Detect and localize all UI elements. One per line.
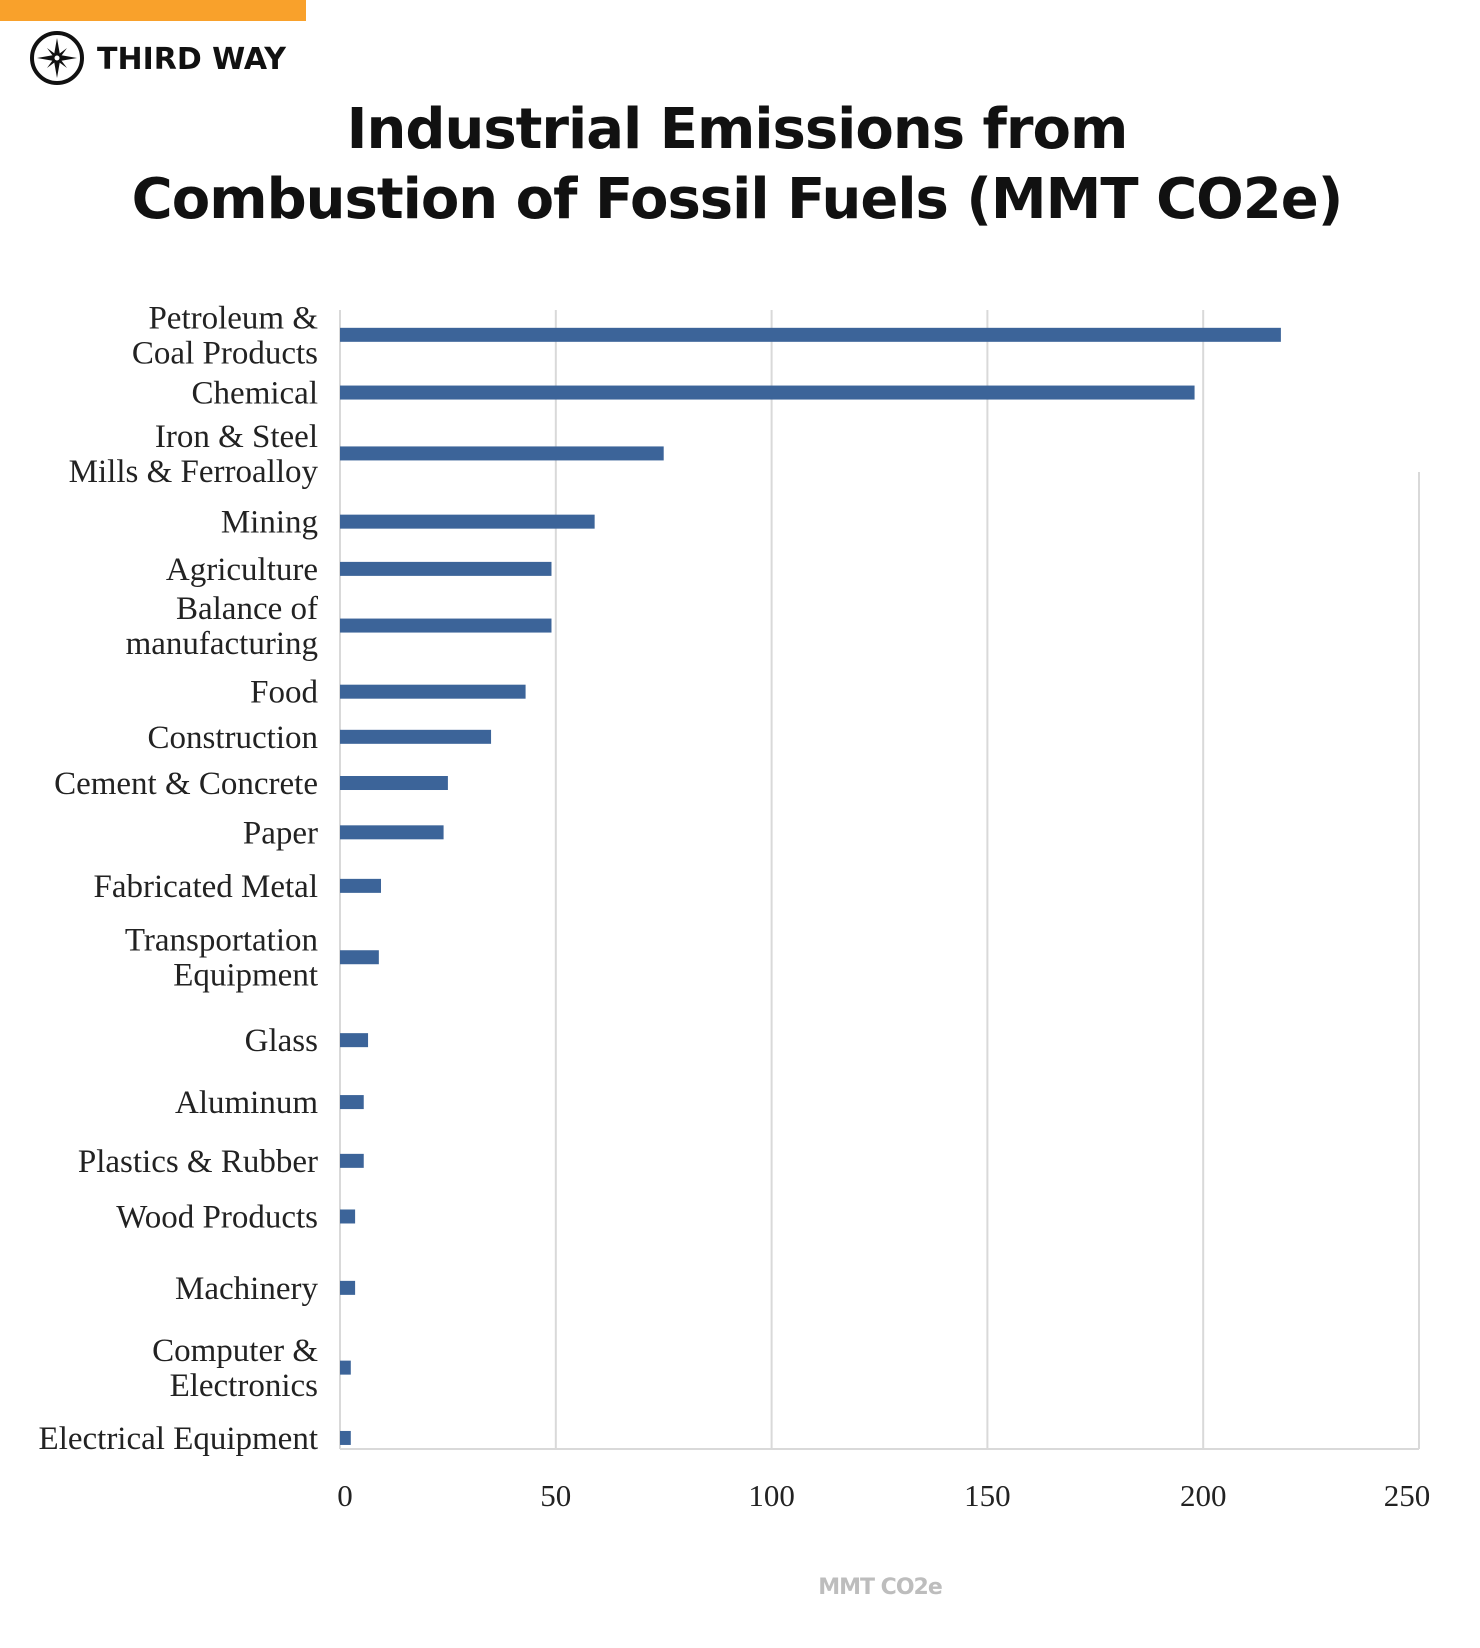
bar [340, 514, 595, 529]
bar [340, 385, 1195, 400]
category-label: Plastics & Rubber [78, 1144, 318, 1180]
category-label: Coal Products [132, 335, 318, 371]
category-label: Aluminum [175, 1085, 318, 1121]
chart-title-line-1: Industrial Emissions from [347, 97, 1128, 162]
bar [340, 950, 379, 965]
x-tick-label: 250 [1384, 1478, 1431, 1513]
category-label: Transportation [125, 923, 318, 959]
bar [340, 1209, 356, 1224]
accent-bar [0, 0, 306, 21]
bar [340, 825, 444, 840]
bar [340, 327, 1281, 342]
bar [340, 1430, 351, 1445]
category-label: Computer & [152, 1333, 318, 1369]
category-label: Glass [245, 1023, 318, 1059]
category-label: Equipment [173, 958, 318, 994]
category-label: Chemical [192, 376, 318, 412]
bar [340, 1360, 351, 1375]
category-label: manufacturing [126, 626, 318, 662]
bar [340, 684, 526, 699]
bar [340, 729, 492, 744]
category-label: Agriculture [166, 552, 318, 588]
category-label: Iron & Steel [155, 419, 318, 455]
bar [340, 618, 552, 633]
category-label: Fabricated Metal [94, 869, 319, 905]
compass-star-icon [30, 31, 84, 85]
bar [340, 878, 382, 893]
brand-name: THIRD WAY [97, 42, 287, 77]
category-label: Paper [243, 815, 318, 851]
category-label: Petroleum & [148, 300, 318, 336]
bar [340, 776, 448, 791]
category-label: Machinery [175, 1271, 318, 1307]
x-axis-title: MMT CO2e [818, 1575, 942, 1600]
category-label: Mills & Ferroalloy [69, 454, 319, 490]
x-tick-label: 150 [964, 1478, 1011, 1513]
bar [340, 1095, 364, 1110]
bar [340, 1153, 364, 1168]
category-label: Electrical Equipment [39, 1421, 318, 1457]
bar [340, 1280, 356, 1295]
x-tick-label: 0 [337, 1478, 353, 1513]
bar [340, 446, 664, 461]
chart-title-line-2: Combustion of Fossil Fuels (MMT CO2e) [132, 167, 1343, 232]
category-label: Construction [148, 720, 319, 756]
category-label: Balance of [176, 591, 318, 627]
category-label: Cement & Concrete [54, 766, 318, 802]
category-label: Electronics [170, 1368, 318, 1404]
category-label: Mining [221, 505, 318, 541]
x-tick-label: 200 [1180, 1478, 1227, 1513]
bar [340, 1033, 369, 1048]
category-label: Wood Products [116, 1199, 318, 1235]
category-label: Food [250, 675, 318, 711]
bar [340, 561, 552, 576]
x-tick-label: 100 [748, 1478, 795, 1513]
x-tick-label: 50 [540, 1478, 571, 1513]
